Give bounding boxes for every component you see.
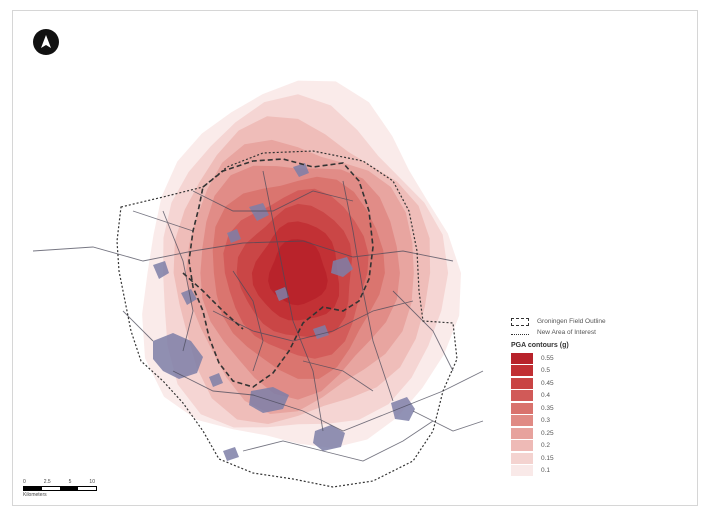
dotted-line-symbol — [511, 330, 529, 335]
contour-swatch-row: 0.1 — [511, 465, 661, 478]
contour-swatch-row: 0.25 — [511, 427, 661, 440]
contour-swatch-row: 0.35 — [511, 402, 661, 415]
contour-swatch — [511, 365, 533, 376]
north-arrow-icon — [33, 29, 59, 55]
contour-value-label: 0.45 — [541, 380, 554, 387]
legend-contours-title: PGA contours (g) — [511, 342, 661, 349]
contour-swatch — [511, 440, 533, 451]
contour-swatch-row: 0.45 — [511, 377, 661, 390]
map-legend: Groningen Field Outline New Area of Inte… — [511, 316, 661, 477]
contour-swatch — [511, 465, 533, 476]
contour-value-label: 0.3 — [541, 417, 550, 424]
contour-swatch-list: 0.55 0.5 0.45 0.4 0.35 0.3 0.25 0.2 0.15 0.1 — [511, 352, 661, 477]
contour-swatch — [511, 353, 533, 364]
contour-swatch — [511, 403, 533, 414]
contour-value-label: 0.15 — [541, 455, 554, 462]
contour-swatch-row: 0.15 — [511, 452, 661, 465]
scale-tick-label: 5 — [69, 479, 72, 485]
contour-swatch — [511, 415, 533, 426]
contour-value-label: 0.4 — [541, 392, 550, 399]
settlement-area — [223, 447, 239, 461]
contour-swatch-row: 0.3 — [511, 415, 661, 428]
pga-contour-layer — [142, 81, 461, 448]
dashed-line-symbol — [511, 318, 529, 326]
scale-bar-graphic — [23, 486, 97, 491]
contour-swatch-row: 0.55 — [511, 352, 661, 365]
legend-outline-label: Groningen Field Outline — [537, 318, 606, 325]
contour-swatch — [511, 378, 533, 389]
contour-swatch-row: 0.5 — [511, 365, 661, 378]
legend-area-row: New Area of Interest — [511, 327, 661, 338]
scale-unit-label: Kilometers — [23, 492, 113, 498]
contour-value-label: 0.2 — [541, 442, 550, 449]
contour-value-label: 0.1 — [541, 467, 550, 474]
contour-swatch — [511, 453, 533, 464]
contour-value-label: 0.35 — [541, 405, 554, 412]
contour-swatch — [511, 428, 533, 439]
legend-outline-row: Groningen Field Outline — [511, 316, 661, 327]
contour-value-label: 0.25 — [541, 430, 554, 437]
scale-tick-label: 0 — [23, 479, 26, 485]
scale-tick-label: 10 — [89, 479, 95, 485]
contour-swatch — [511, 390, 533, 401]
map-frame: Groningen Field Outline New Area of Inte… — [12, 10, 698, 506]
legend-area-label: New Area of Interest — [537, 329, 596, 336]
contour-value-label: 0.55 — [541, 355, 554, 362]
contour-value-label: 0.5 — [541, 367, 550, 374]
scale-ticks: 0 2.5 5 10 — [23, 479, 95, 485]
contour-swatch-row: 0.2 — [511, 440, 661, 453]
scale-tick-label: 2.5 — [44, 479, 51, 485]
scale-bar: 0 2.5 5 10 Kilometers — [23, 479, 113, 501]
road — [413, 411, 483, 431]
contour-swatch-row: 0.4 — [511, 390, 661, 403]
